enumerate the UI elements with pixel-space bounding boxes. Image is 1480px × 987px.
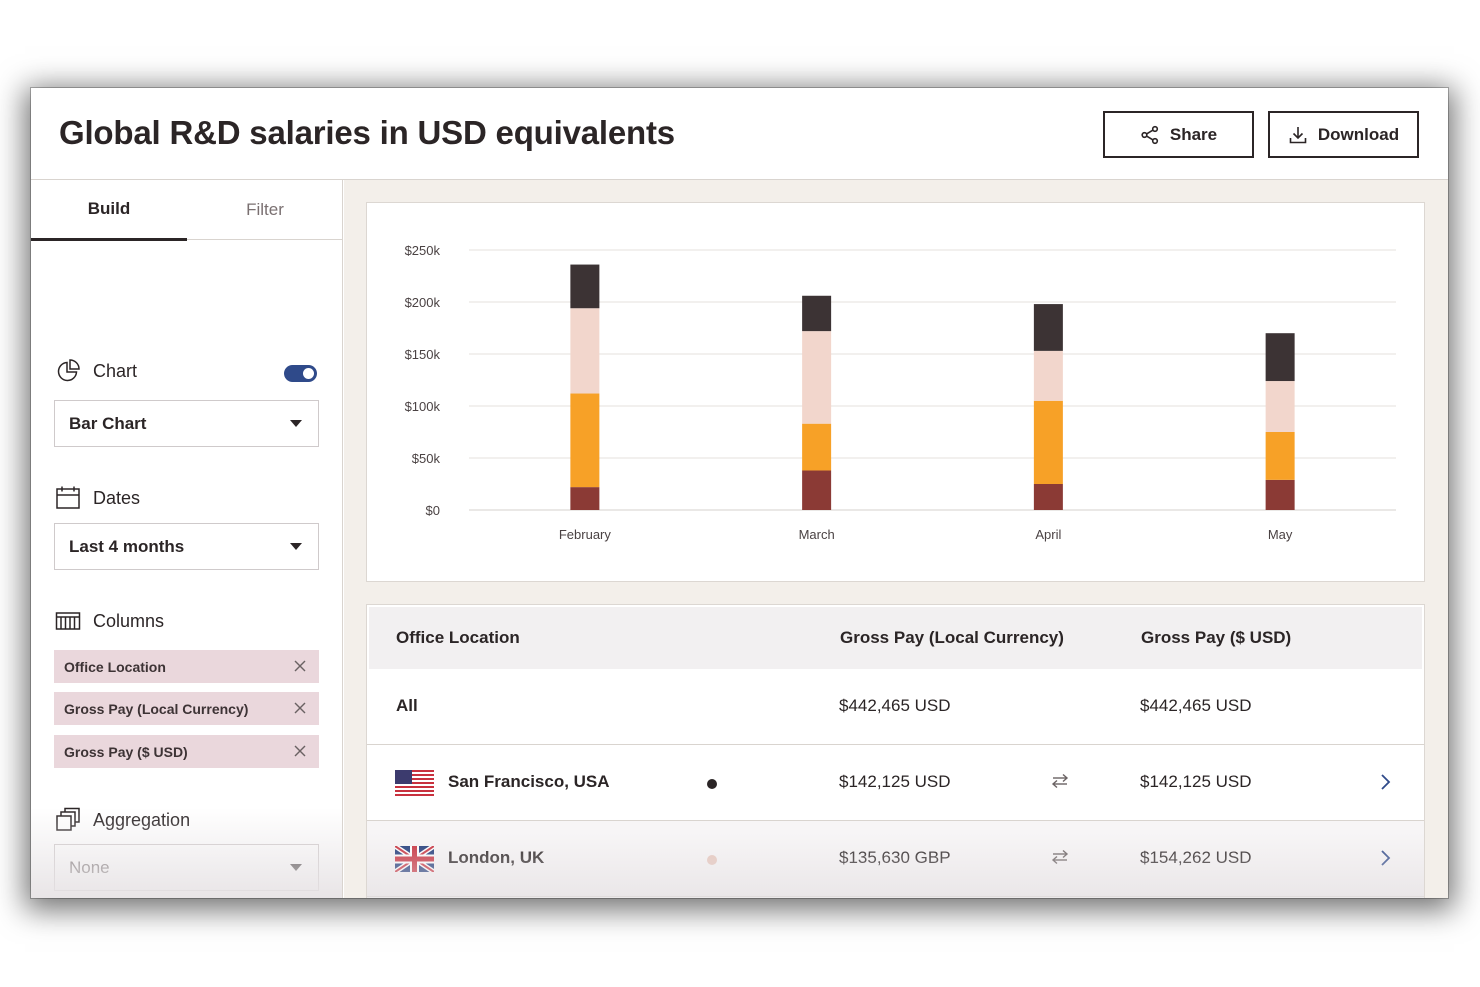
columns-label: Columns: [93, 610, 165, 631]
row-location: San Francisco, USA: [448, 772, 610, 791]
download-icon: [1289, 126, 1307, 143]
header-gross-pay-local[interactable]: Gross Pay (Local Currency): [840, 628, 1064, 647]
aggregation-select[interactable]: None: [54, 844, 319, 891]
y-tick-label: $150k: [405, 347, 441, 362]
row-local-pay: $135,630 GBP: [839, 848, 951, 867]
y-tick-label: $100k: [405, 399, 441, 414]
swap-icon: [1051, 849, 1069, 865]
bar-segment[interactable]: [802, 423, 832, 471]
row-location: London, UK: [448, 848, 545, 867]
table-row-san-francisco[interactable]: San Francisco, USA $142,125 USD $142,125…: [367, 745, 1424, 821]
dates-select[interactable]: Last 4 months: [54, 523, 319, 570]
close-icon[interactable]: [293, 744, 307, 758]
header-office-location[interactable]: Office Location: [396, 628, 520, 647]
bar-segment[interactable]: [1033, 484, 1063, 510]
chart-type-value: Bar Chart: [69, 413, 147, 433]
bar-segment[interactable]: [1033, 304, 1063, 351]
x-tick-label: March: [799, 527, 835, 542]
uk-flag-icon: [395, 846, 434, 872]
aggregation-label: Aggregation: [93, 809, 191, 830]
x-tick-label: February: [559, 527, 612, 542]
download-label: Download: [1317, 124, 1400, 144]
chevron-down-icon: [290, 420, 302, 427]
table-header: Office Location Gross Pay (Local Currenc…: [369, 607, 1422, 669]
bar-segment[interactable]: [570, 308, 600, 394]
bar-segment[interactable]: [1265, 479, 1295, 510]
column-chip-label: Gross Pay (Local Currency): [64, 700, 249, 717]
column-chip-office-location: Office Location: [54, 650, 319, 683]
bar-segment[interactable]: [570, 393, 600, 488]
columns-icon: [55, 612, 81, 630]
sidebar-tabs: Build Filter: [31, 180, 343, 241]
tab-build[interactable]: Build: [31, 180, 187, 241]
row-usd-pay: $154,262 USD: [1140, 848, 1252, 867]
aggregation-section-label: Aggregation: [55, 807, 190, 833]
pie-chart-icon: [57, 359, 80, 382]
bar-chart: $0 $50k $100k $150k $200k $250k February March A…: [405, 243, 1396, 542]
y-tick-label: $200k: [405, 295, 441, 310]
chevron-right-icon[interactable]: [1379, 849, 1391, 867]
header-gross-pay-usd[interactable]: Gross Pay ($ USD): [1141, 628, 1292, 647]
table-row-all[interactable]: All $442,465 USD $442,465 USD: [367, 669, 1424, 745]
columns-section-label: Columns: [55, 608, 164, 634]
column-chip-gross-pay-usd: Gross Pay ($ USD): [54, 735, 319, 768]
chart-toggle[interactable]: [284, 365, 317, 382]
calendar-icon: [56, 486, 80, 509]
y-tick-label: $250k: [405, 243, 441, 258]
dates-label: Dates: [93, 487, 141, 508]
bar-segment[interactable]: [1265, 381, 1295, 432]
y-tick-label: $50k: [412, 451, 441, 466]
status-dot: [707, 855, 717, 865]
bar-segment[interactable]: [1265, 333, 1295, 382]
x-tick-label: May: [1268, 527, 1293, 542]
chart-label: Chart: [93, 360, 138, 381]
column-chip-label: Gross Pay ($ USD): [64, 743, 188, 760]
share-button[interactable]: Share: [1103, 111, 1254, 158]
table-row-london[interactable]: London, UK $135,630 GBP $154,262 USD: [367, 821, 1424, 897]
bar-segment[interactable]: [570, 264, 600, 309]
share-icon: [1141, 125, 1158, 144]
bar-segment[interactable]: [1033, 350, 1063, 401]
chart-section-label: Chart: [55, 358, 137, 384]
chevron-right-icon[interactable]: [1379, 773, 1391, 791]
sidebar: Build Filter Chart Bar Chart Dates Last …: [31, 180, 343, 898]
dates-value: Last 4 months: [69, 536, 185, 556]
page-title: Global R&D salaries in USD equivalents: [59, 114, 675, 151]
row-usd-pay: $442,465 USD: [1140, 696, 1252, 715]
chart-type-select[interactable]: Bar Chart: [54, 400, 319, 447]
y-tick-label: $0: [426, 503, 440, 518]
chevron-down-icon: [290, 864, 302, 871]
row-usd-pay: $142,125 USD: [1140, 772, 1252, 791]
aggregation-value: None: [69, 857, 110, 877]
toggle-knob: [303, 368, 314, 379]
bar-segment[interactable]: [570, 487, 600, 510]
column-chip-gross-pay-local: Gross Pay (Local Currency): [54, 692, 319, 725]
dates-section-label: Dates: [55, 485, 140, 511]
bar-segment[interactable]: [1033, 400, 1063, 484]
aggregation-icon: [56, 807, 80, 831]
row-location: All: [396, 696, 418, 715]
share-label: Share: [1169, 124, 1218, 144]
us-flag-icon: [395, 770, 434, 796]
tab-filter[interactable]: Filter: [246, 200, 284, 219]
row-local-pay: $142,125 USD: [839, 772, 951, 791]
bar-segment[interactable]: [802, 331, 832, 424]
x-tick-label: April: [1035, 527, 1061, 542]
chart-card: $0 $50k $100k $150k $200k $250k February March A…: [366, 202, 1425, 582]
table-card: Office Location Gross Pay (Local Currenc…: [366, 604, 1425, 898]
column-chip-label: Office Location: [64, 658, 166, 675]
header: Global R&D salaries in USD equivalents S…: [31, 88, 1448, 180]
row-local-pay: $442,465 USD: [839, 696, 951, 715]
swap-icon: [1051, 773, 1069, 789]
close-icon[interactable]: [293, 659, 307, 673]
bar-segment[interactable]: [802, 470, 832, 510]
status-dot: [707, 779, 717, 789]
download-button[interactable]: Download: [1268, 111, 1419, 158]
main-panel: $0 $50k $100k $150k $200k $250k February March A…: [344, 180, 1448, 898]
app-window: Global R&D salaries in USD equivalents S…: [31, 88, 1448, 898]
chevron-down-icon: [290, 543, 302, 550]
close-icon[interactable]: [293, 701, 307, 715]
bar-segment[interactable]: [802, 295, 832, 332]
bar-segment[interactable]: [1265, 432, 1295, 480]
